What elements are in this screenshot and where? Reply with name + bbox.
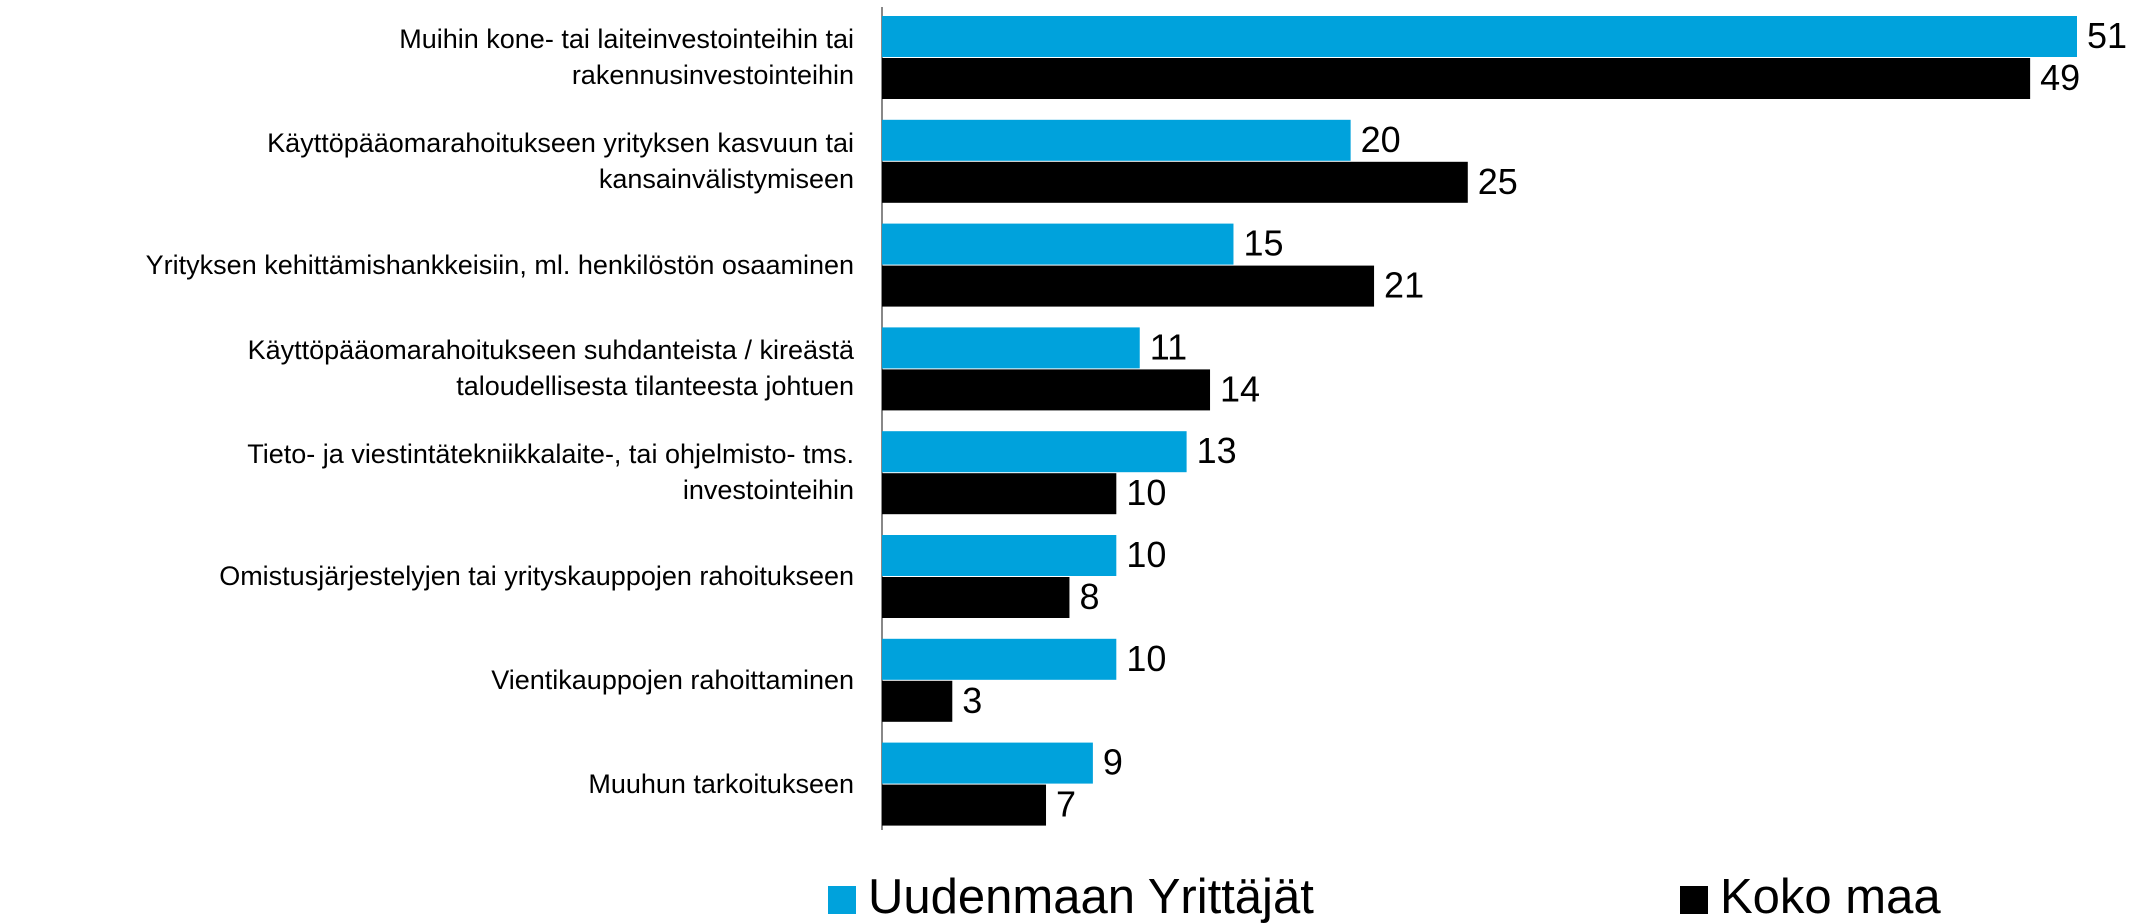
value-label: 11	[1150, 326, 1187, 367]
value-label: 25	[1478, 161, 1518, 202]
value-label: 21	[1384, 265, 1424, 306]
value-label: 10	[1126, 534, 1166, 575]
category-label: Muuhun tarkoitukseen	[588, 768, 854, 799]
bar	[882, 58, 2031, 99]
category-label: Muihin kone- tai laiteinvestointeihin ta…	[399, 24, 854, 90]
value-label: 14	[1220, 368, 1260, 409]
value-label: 9	[1103, 742, 1123, 783]
bar	[882, 742, 1093, 784]
value-label: 10	[1126, 638, 1166, 679]
value-label: 8	[1079, 576, 1099, 617]
category-label: Omistusjärjestelyjen tai yrityskauppojen…	[219, 561, 854, 591]
category-label: Käyttöpääomarahoitukseen yrityksen kasvu…	[267, 127, 854, 194]
legend-label: Uudenmaan Yrittäjät	[868, 870, 1314, 924]
bar	[882, 680, 953, 722]
bar	[882, 223, 1234, 265]
bar	[882, 265, 1375, 307]
bar	[882, 369, 1211, 411]
value-label: 49	[2040, 57, 2080, 98]
bar	[882, 119, 1351, 161]
value-label: 3	[962, 680, 982, 721]
bar	[882, 577, 1070, 618]
bar	[882, 431, 1187, 473]
value-label: 13	[1197, 430, 1237, 471]
value-label: 7	[1056, 784, 1076, 825]
bar	[882, 161, 1468, 203]
bar	[882, 784, 1047, 826]
category-label: Tieto- ja viestintätekniikkalaite-, tai …	[247, 439, 854, 506]
bar	[882, 535, 1117, 576]
bar	[882, 638, 1117, 680]
legend-swatch	[1680, 886, 1708, 914]
bar	[882, 16, 2077, 57]
bar	[882, 473, 1117, 515]
value-label: 15	[1243, 223, 1283, 264]
legend-swatch	[828, 886, 856, 914]
legend-label: Koko maa	[1720, 870, 1941, 924]
value-label: 20	[1361, 119, 1401, 160]
value-label: 10	[1126, 472, 1166, 513]
category-label: Vientikauppojen rahoittaminen	[491, 664, 854, 695]
category-label: Käyttöpääomarahoitukseen suhdanteista / …	[247, 335, 854, 402]
category-label: Yrityksen kehittämishankkeisiin, ml. hen…	[145, 249, 854, 280]
bar	[882, 327, 1140, 369]
value-label: 51	[2087, 15, 2127, 56]
